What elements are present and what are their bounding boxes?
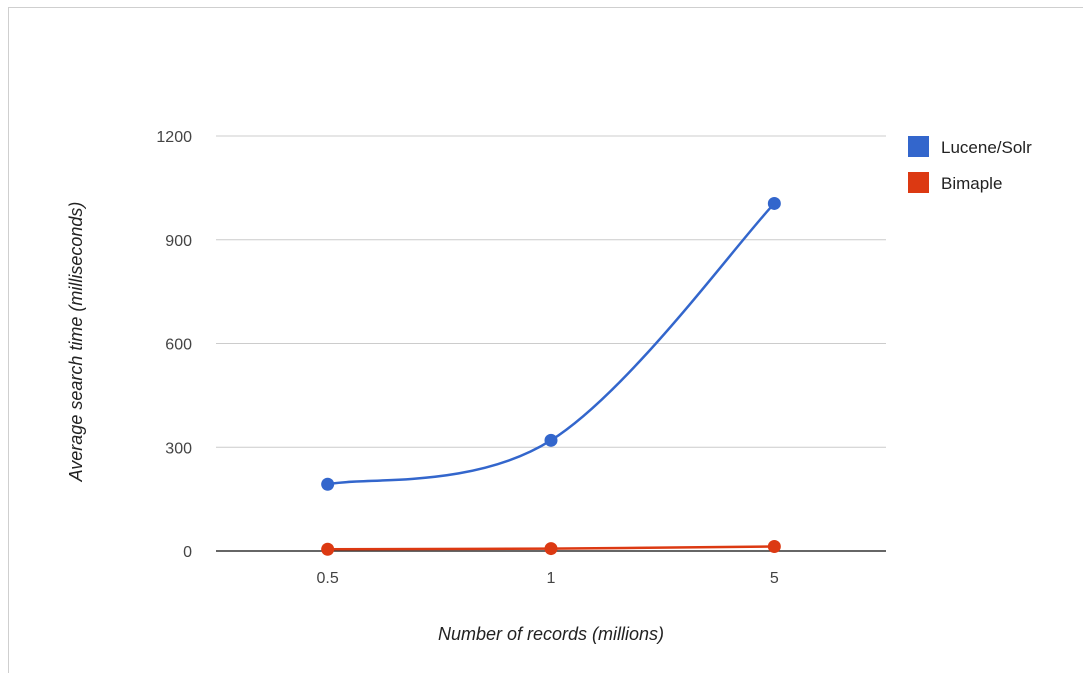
y-tick-label: 300 — [165, 440, 192, 457]
legend-swatch — [908, 172, 929, 193]
y-tick-label: 900 — [165, 233, 192, 250]
x-axis-ticks: 0.5 1 5 — [317, 570, 779, 587]
chart-frame — [8, 7, 1083, 673]
series-bimaple — [321, 540, 781, 556]
data-point — [767, 196, 781, 210]
legend: Lucene/Solr Bimaple — [908, 136, 1032, 193]
x-tick-label: 1 — [547, 570, 556, 587]
x-axis-title: Number of records (millions) — [438, 624, 664, 644]
legend-swatch — [908, 136, 929, 157]
series-line — [327, 202, 776, 486]
data-point — [544, 433, 558, 447]
series — [321, 196, 781, 556]
series-lucene-solr — [321, 196, 781, 491]
data-point — [767, 540, 781, 554]
legend-item: Lucene/Solr — [908, 136, 1032, 157]
data-point — [321, 477, 335, 491]
legend-label: Lucene/Solr — [941, 138, 1032, 157]
legend-label: Bimaple — [941, 174, 1002, 193]
legend-item: Bimaple — [908, 172, 1002, 193]
y-tick-label: 600 — [165, 337, 192, 354]
data-point — [321, 542, 335, 556]
y-axis-title: Average search time (milliseconds) — [66, 202, 86, 483]
data-point — [544, 542, 558, 556]
x-tick-label: 5 — [770, 570, 779, 587]
y-tick-label: 0 — [183, 544, 192, 561]
y-tick-label: 1200 — [156, 129, 192, 146]
x-tick-label: 0.5 — [317, 570, 339, 587]
gridlines — [216, 135, 886, 448]
y-axis-ticks: 0 300 600 900 1200 — [156, 129, 192, 561]
